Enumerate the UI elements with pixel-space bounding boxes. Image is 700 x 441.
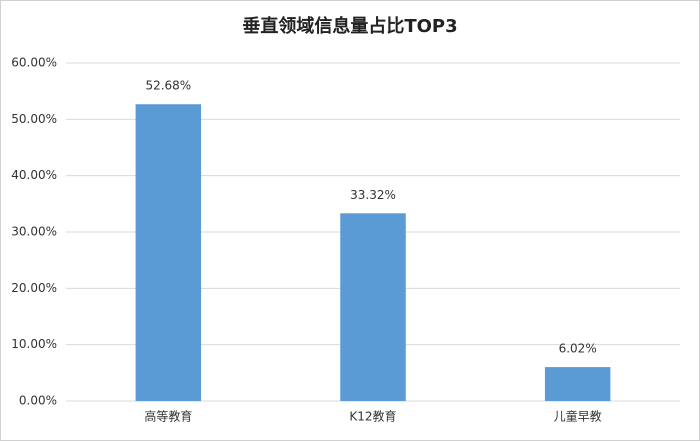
y-tick-label: 60.00% [11,56,57,70]
data-label: 6.02% [559,342,597,356]
x-tick-label: K12教育 [349,409,396,424]
x-tick-label: 高等教育 [144,409,192,424]
bar [544,367,611,401]
y-tick-label: 0.00% [19,394,57,408]
y-tick-label: 10.00% [11,337,57,351]
data-label: 33.32% [350,188,396,202]
chart-title: 垂直领域信息量占比TOP3 [242,15,457,37]
data-label: 52.68% [145,79,191,93]
bar [135,104,202,402]
y-tick-label: 30.00% [11,225,57,239]
bar [340,213,406,401]
y-tick-label: 20.00% [11,281,57,295]
y-tick-label: 40.00% [11,168,57,182]
x-tick-label: 儿童早教 [554,409,602,424]
y-tick-label: 50.00% [11,112,57,126]
